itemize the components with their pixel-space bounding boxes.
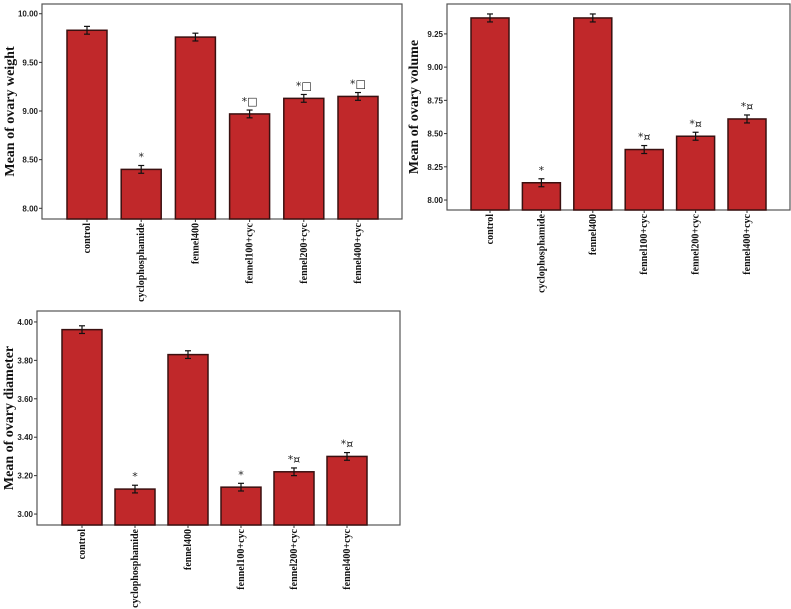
bar-fennel100+cyc: [220, 486, 262, 526]
bar-fennel400+cyc: [727, 118, 767, 211]
x-tick-label: control: [82, 223, 93, 254]
y-tick-label: 3.60: [17, 395, 33, 404]
bar-cyclophosphamide: [120, 168, 162, 220]
y-tick-label: 8.75: [427, 96, 443, 105]
significance-label: *: [238, 468, 244, 481]
y-axis-title: Mean of ovary diameter: [2, 346, 17, 490]
significance-label: *¤: [741, 100, 754, 113]
significance-label: *¤: [638, 131, 651, 144]
y-tick-label: 8.00: [22, 204, 38, 213]
significance-label: *□: [350, 78, 366, 91]
bar-control: [61, 328, 103, 526]
significance-label: *: [539, 164, 545, 177]
y-tick-label: 4.00: [17, 318, 33, 327]
y-tick-label: 8.00: [427, 196, 443, 205]
bar-fennel400+cyc: [326, 455, 368, 526]
x-tick-label: fennel400: [588, 214, 599, 255]
y-tick-label: 10.00: [18, 10, 39, 19]
x-tick-label: fennel400+cyc: [742, 213, 753, 274]
significance-label: *□: [296, 79, 312, 92]
bar-control: [66, 29, 108, 220]
y-tick-label: 8.50: [427, 130, 443, 139]
x-tick-label: fennel400: [183, 529, 194, 570]
y-tick-label: 8.25: [427, 163, 443, 172]
x-tick-label: fennel100+cyc: [236, 528, 247, 589]
y-tick-label: 9.50: [22, 58, 38, 67]
x-tick-label: cyclophosphamide: [536, 213, 547, 292]
x-tick-label: cyclophosphamide: [136, 222, 147, 301]
x-tick-label: fennel200+cyc: [691, 213, 702, 274]
chart-volume: 8.00 8.25 8.50 8.75 9.00 9.25 Mean of ovary vo…: [407, 3, 791, 293]
y-tick-label: 3.00: [17, 510, 33, 519]
x-tick-label: fennel400: [190, 223, 201, 264]
bar-fennel200+cyc: [273, 471, 315, 526]
bar-cyclophosphamide: [114, 488, 156, 526]
chart-diameter: 3.00 3.20 3.40 3.60 3.80 4.00 Mean of ovary di…: [2, 310, 401, 608]
x-tick-label: fennel200+cyc: [299, 222, 310, 283]
bar-control: [470, 17, 510, 211]
chart-weight: 8.00 8.50 9.00 9.50 10.00 Mean of ovary weigh…: [3, 3, 403, 302]
y-tick-label: 9.25: [427, 30, 443, 39]
bar-fennel100+cyc: [624, 148, 664, 211]
x-tick-label: fennel400+cyc: [353, 222, 364, 283]
significance-label: *¤: [689, 117, 702, 130]
significance-label: *: [132, 470, 138, 483]
y-axis-title: Mean of ovary volume: [407, 40, 422, 174]
significance-label: *¤: [288, 453, 301, 466]
y-tick-label: 3.40: [17, 433, 33, 442]
y-tick-label: 3.20: [17, 472, 33, 481]
significance-label: *¤: [341, 438, 354, 451]
x-tick-label: fennel100+cyc: [245, 222, 256, 283]
y-tick-label: 9.00: [427, 63, 443, 72]
x-tick-label: fennel100+cyc: [639, 213, 650, 274]
y-tick-label: 8.50: [22, 156, 38, 165]
bar-fennel400+cyc: [337, 95, 379, 220]
x-tick-label: fennel400+cyc: [342, 528, 353, 589]
bar-fennel400: [167, 353, 209, 526]
y-tick-label: 9.00: [22, 107, 38, 116]
bar-fennel200+cyc: [283, 97, 325, 220]
plot-frame: [36, 310, 401, 526]
x-tick-label: fennel200+cyc: [289, 528, 300, 589]
bar-fennel400: [174, 36, 217, 220]
y-tick-label: 3.80: [17, 356, 33, 365]
bar-fennel400: [573, 17, 613, 211]
y-axis-title: Mean of ovary weight: [3, 46, 18, 177]
x-tick-label: control: [77, 529, 88, 560]
significance-label: *□: [242, 95, 258, 108]
bar-fennel200+cyc: [675, 135, 716, 211]
significance-label: *: [138, 150, 144, 163]
plot-frame: [446, 3, 791, 211]
x-tick-label: cyclophosphamide: [130, 528, 141, 607]
x-tick-label: control: [485, 214, 496, 245]
bar-fennel100+cyc: [228, 113, 271, 220]
